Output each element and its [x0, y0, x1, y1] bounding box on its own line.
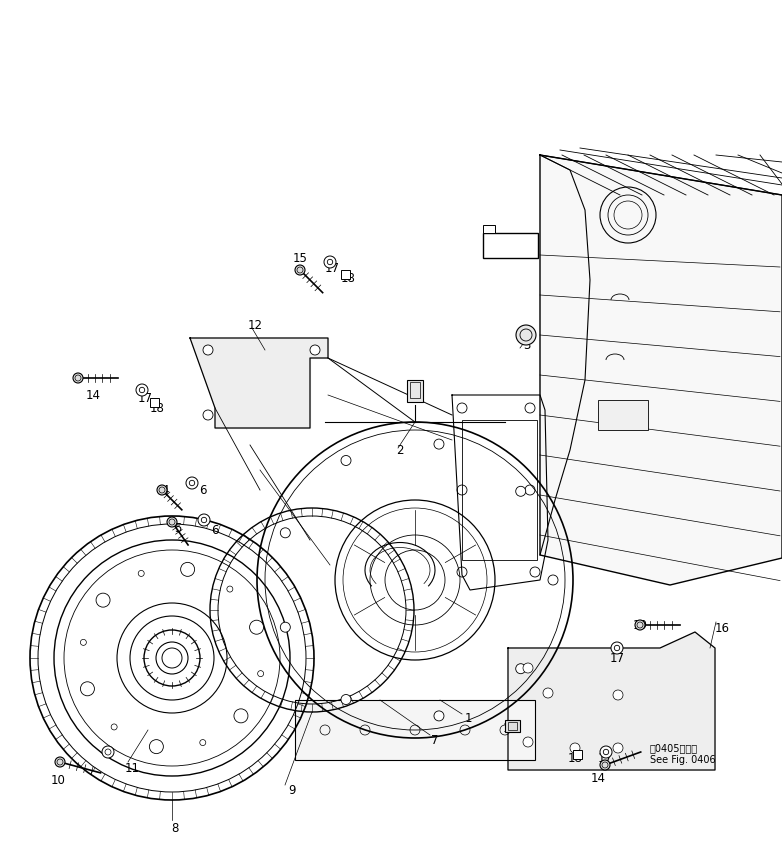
Circle shape [523, 737, 533, 747]
Bar [150, 398, 159, 407]
Circle shape [102, 746, 114, 758]
Circle shape [324, 256, 336, 268]
Bar [483, 225, 495, 233]
Text: See Fig. 0406: See Fig. 0406 [650, 755, 716, 765]
Bar [598, 400, 648, 430]
Circle shape [570, 743, 580, 753]
Text: 17: 17 [609, 651, 625, 665]
Polygon shape [190, 338, 328, 428]
Circle shape [96, 593, 110, 607]
Text: 17: 17 [138, 391, 152, 405]
Polygon shape [508, 632, 715, 770]
Polygon shape [540, 155, 782, 585]
Circle shape [613, 743, 623, 753]
Circle shape [295, 265, 305, 275]
Circle shape [181, 562, 195, 576]
Text: 10: 10 [51, 773, 66, 787]
Bar [410, 382, 420, 398]
Text: 7: 7 [431, 734, 439, 746]
Text: 14: 14 [590, 772, 605, 784]
Text: 6: 6 [211, 523, 219, 536]
Bar [508, 722, 517, 730]
Circle shape [186, 477, 198, 489]
Text: 2: 2 [396, 444, 404, 457]
Bar [462, 420, 537, 560]
Circle shape [515, 486, 526, 496]
Text: 1: 1 [465, 711, 472, 724]
Circle shape [167, 517, 177, 527]
Circle shape [310, 345, 320, 355]
Circle shape [203, 410, 213, 420]
Circle shape [600, 760, 610, 770]
Bar [573, 750, 582, 759]
Bar [407, 380, 423, 402]
Text: 15: 15 [292, 252, 307, 264]
Circle shape [611, 642, 623, 654]
Circle shape [73, 373, 83, 383]
Circle shape [136, 384, 148, 396]
Circle shape [635, 620, 645, 630]
Circle shape [55, 757, 65, 767]
Text: 17: 17 [597, 751, 612, 765]
Circle shape [341, 695, 351, 705]
Text: 18: 18 [341, 272, 356, 285]
Bar [295, 700, 535, 760]
Text: 18: 18 [149, 401, 164, 414]
Circle shape [543, 688, 553, 698]
Bar [505, 720, 520, 732]
Text: 8: 8 [171, 822, 179, 834]
Circle shape [613, 690, 623, 700]
Text: 3: 3 [523, 339, 531, 352]
Circle shape [341, 456, 351, 466]
Circle shape [198, 514, 210, 526]
Circle shape [157, 485, 167, 495]
Circle shape [523, 663, 533, 673]
Circle shape [249, 620, 264, 634]
Circle shape [548, 575, 558, 585]
Circle shape [515, 664, 526, 673]
Text: 18: 18 [568, 751, 583, 765]
Text: 19: 19 [633, 618, 647, 632]
Text: 14: 14 [85, 389, 101, 401]
Bar [483, 233, 538, 258]
Circle shape [81, 682, 95, 695]
Circle shape [203, 345, 213, 355]
Text: 16: 16 [715, 622, 730, 634]
Text: 12: 12 [247, 318, 263, 331]
Circle shape [434, 711, 444, 721]
Text: 11: 11 [124, 761, 139, 774]
Circle shape [280, 623, 290, 632]
Text: 13: 13 [503, 722, 518, 734]
Circle shape [600, 746, 612, 758]
Text: 阄0405图参照: 阄0405图参照 [650, 743, 698, 753]
Text: 17: 17 [325, 262, 339, 274]
Circle shape [234, 709, 248, 722]
Text: 5: 5 [174, 522, 181, 534]
Circle shape [516, 325, 536, 345]
Text: 6: 6 [199, 484, 206, 496]
Circle shape [149, 739, 163, 754]
Text: FWD: FWD [496, 241, 525, 251]
Text: 9: 9 [289, 783, 296, 796]
Circle shape [434, 439, 444, 449]
Text: 4: 4 [161, 484, 169, 496]
Bar [341, 270, 350, 279]
Circle shape [280, 528, 290, 538]
